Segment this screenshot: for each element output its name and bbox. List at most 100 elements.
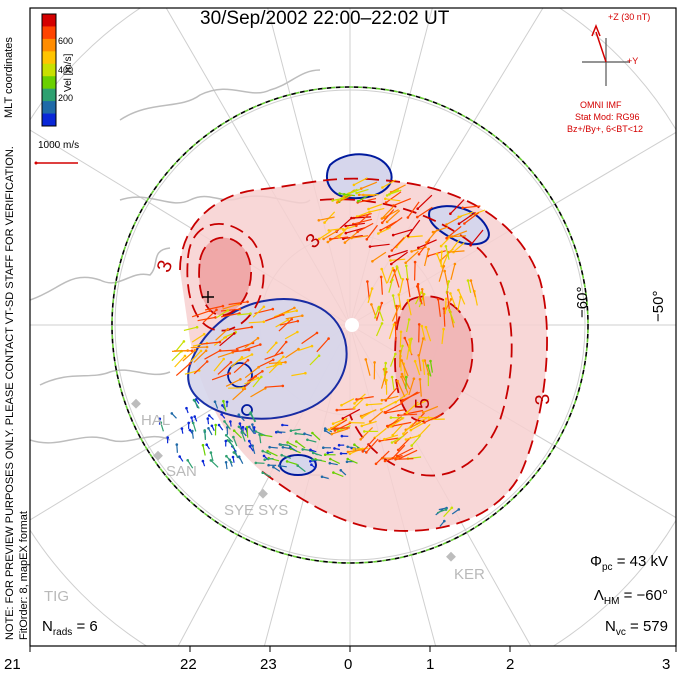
vector-origin <box>185 406 188 410</box>
imf-source: OMNI IMF <box>580 100 622 110</box>
vector-origin <box>217 423 221 427</box>
vector-origin <box>469 244 472 247</box>
velocity-vector <box>204 305 224 311</box>
vector-origin <box>296 330 299 334</box>
vector-origin <box>238 307 242 311</box>
vector-origin <box>449 298 453 301</box>
vector-origin <box>384 197 387 201</box>
vector-origin <box>315 331 319 335</box>
vector-origin <box>361 450 365 453</box>
velocity-vector <box>390 251 408 265</box>
vector-origin <box>277 464 281 468</box>
vector-origin <box>353 443 356 447</box>
velocity-vector <box>233 359 249 374</box>
vector-origin <box>426 364 430 367</box>
hmb-boundary-dashes <box>111 86 589 564</box>
vector-origin <box>459 295 462 299</box>
vector-origin <box>447 280 451 283</box>
velocity-vector <box>432 226 449 233</box>
velocity-vector <box>385 191 402 204</box>
vector-origin <box>356 199 360 203</box>
velocity-vector <box>372 251 387 262</box>
velocity-vector <box>279 320 298 326</box>
velocity-vector <box>416 206 433 218</box>
vector-origin <box>326 451 330 455</box>
vector-origin <box>352 183 356 187</box>
mlt-tick-2: 2 <box>506 656 515 673</box>
velocity-vector <box>424 360 430 376</box>
velocity-vector <box>400 376 409 394</box>
velocity-vector <box>259 434 262 444</box>
vector-origin <box>202 332 206 336</box>
velocity-vector <box>248 321 264 324</box>
velocity-vector <box>402 391 420 401</box>
velocity-vector <box>406 319 410 333</box>
mlt-tick-1: 1 <box>426 656 435 673</box>
vector-origin <box>445 236 448 240</box>
vector-origin <box>249 312 252 315</box>
vector-origin <box>397 414 400 417</box>
velocity-vector <box>193 350 207 363</box>
vector-origin <box>367 207 370 211</box>
velocity-vector <box>386 267 394 284</box>
vector-origin <box>245 425 249 429</box>
velocity-vector <box>174 355 186 368</box>
velocity-vector <box>441 329 445 344</box>
vector-origin <box>394 321 397 325</box>
vector-origin <box>395 304 398 308</box>
velocity-vector <box>386 210 401 223</box>
vector-origin <box>397 304 401 308</box>
velocity-vector <box>330 458 340 465</box>
vector-origin <box>417 323 421 326</box>
vector-origin <box>374 462 378 466</box>
velocity-vector <box>360 181 378 190</box>
vector-origin <box>252 426 256 429</box>
velocity-vector <box>418 324 420 343</box>
vector-origin <box>449 292 452 295</box>
velocity-vector <box>414 292 423 305</box>
vector-origin <box>364 358 368 361</box>
vector-origin <box>187 421 190 425</box>
velocity-vector <box>448 235 467 238</box>
vector-origin <box>335 408 339 412</box>
vector-origin <box>224 461 228 464</box>
velocity-vector <box>429 360 433 373</box>
vector-origin <box>466 279 470 282</box>
vector-origin <box>199 349 203 353</box>
velocity-vector <box>464 212 480 224</box>
vector-origin <box>410 250 413 253</box>
velocity-vector <box>361 409 375 419</box>
vector-origin <box>317 237 321 241</box>
velocity-vector <box>176 444 178 453</box>
velocity-vector <box>187 459 194 469</box>
velocity-vector <box>391 376 395 391</box>
vector-origin <box>380 301 384 305</box>
vector-origin <box>431 230 435 234</box>
velocity-vector <box>377 307 384 322</box>
velocity-vector <box>380 220 397 231</box>
vector-origin <box>301 448 305 451</box>
vector-origin <box>373 361 376 364</box>
vector-origin <box>450 506 454 510</box>
vector-origin <box>303 432 306 436</box>
vector-origin <box>339 469 343 472</box>
vector-origin <box>218 349 222 352</box>
vector-origin <box>166 436 169 439</box>
velocity-vector <box>398 294 402 310</box>
vector-origin <box>404 438 408 441</box>
vector-origin <box>379 275 383 279</box>
imf-model: Stat Mod: RG96 <box>575 112 640 122</box>
velocity-vector <box>225 455 233 464</box>
velocity-vector <box>264 313 284 322</box>
velocity-vector <box>443 507 453 518</box>
vector-origin <box>224 335 227 339</box>
velocity-vector <box>284 331 298 340</box>
velocity-vector <box>457 296 462 311</box>
velocity-vector <box>422 360 426 375</box>
vector-origin <box>444 508 448 511</box>
velocity-vector <box>378 226 392 235</box>
vector-origin <box>389 259 392 262</box>
velocity-vector <box>392 424 403 436</box>
vector-origin <box>239 378 242 381</box>
vector-origin <box>416 215 419 219</box>
